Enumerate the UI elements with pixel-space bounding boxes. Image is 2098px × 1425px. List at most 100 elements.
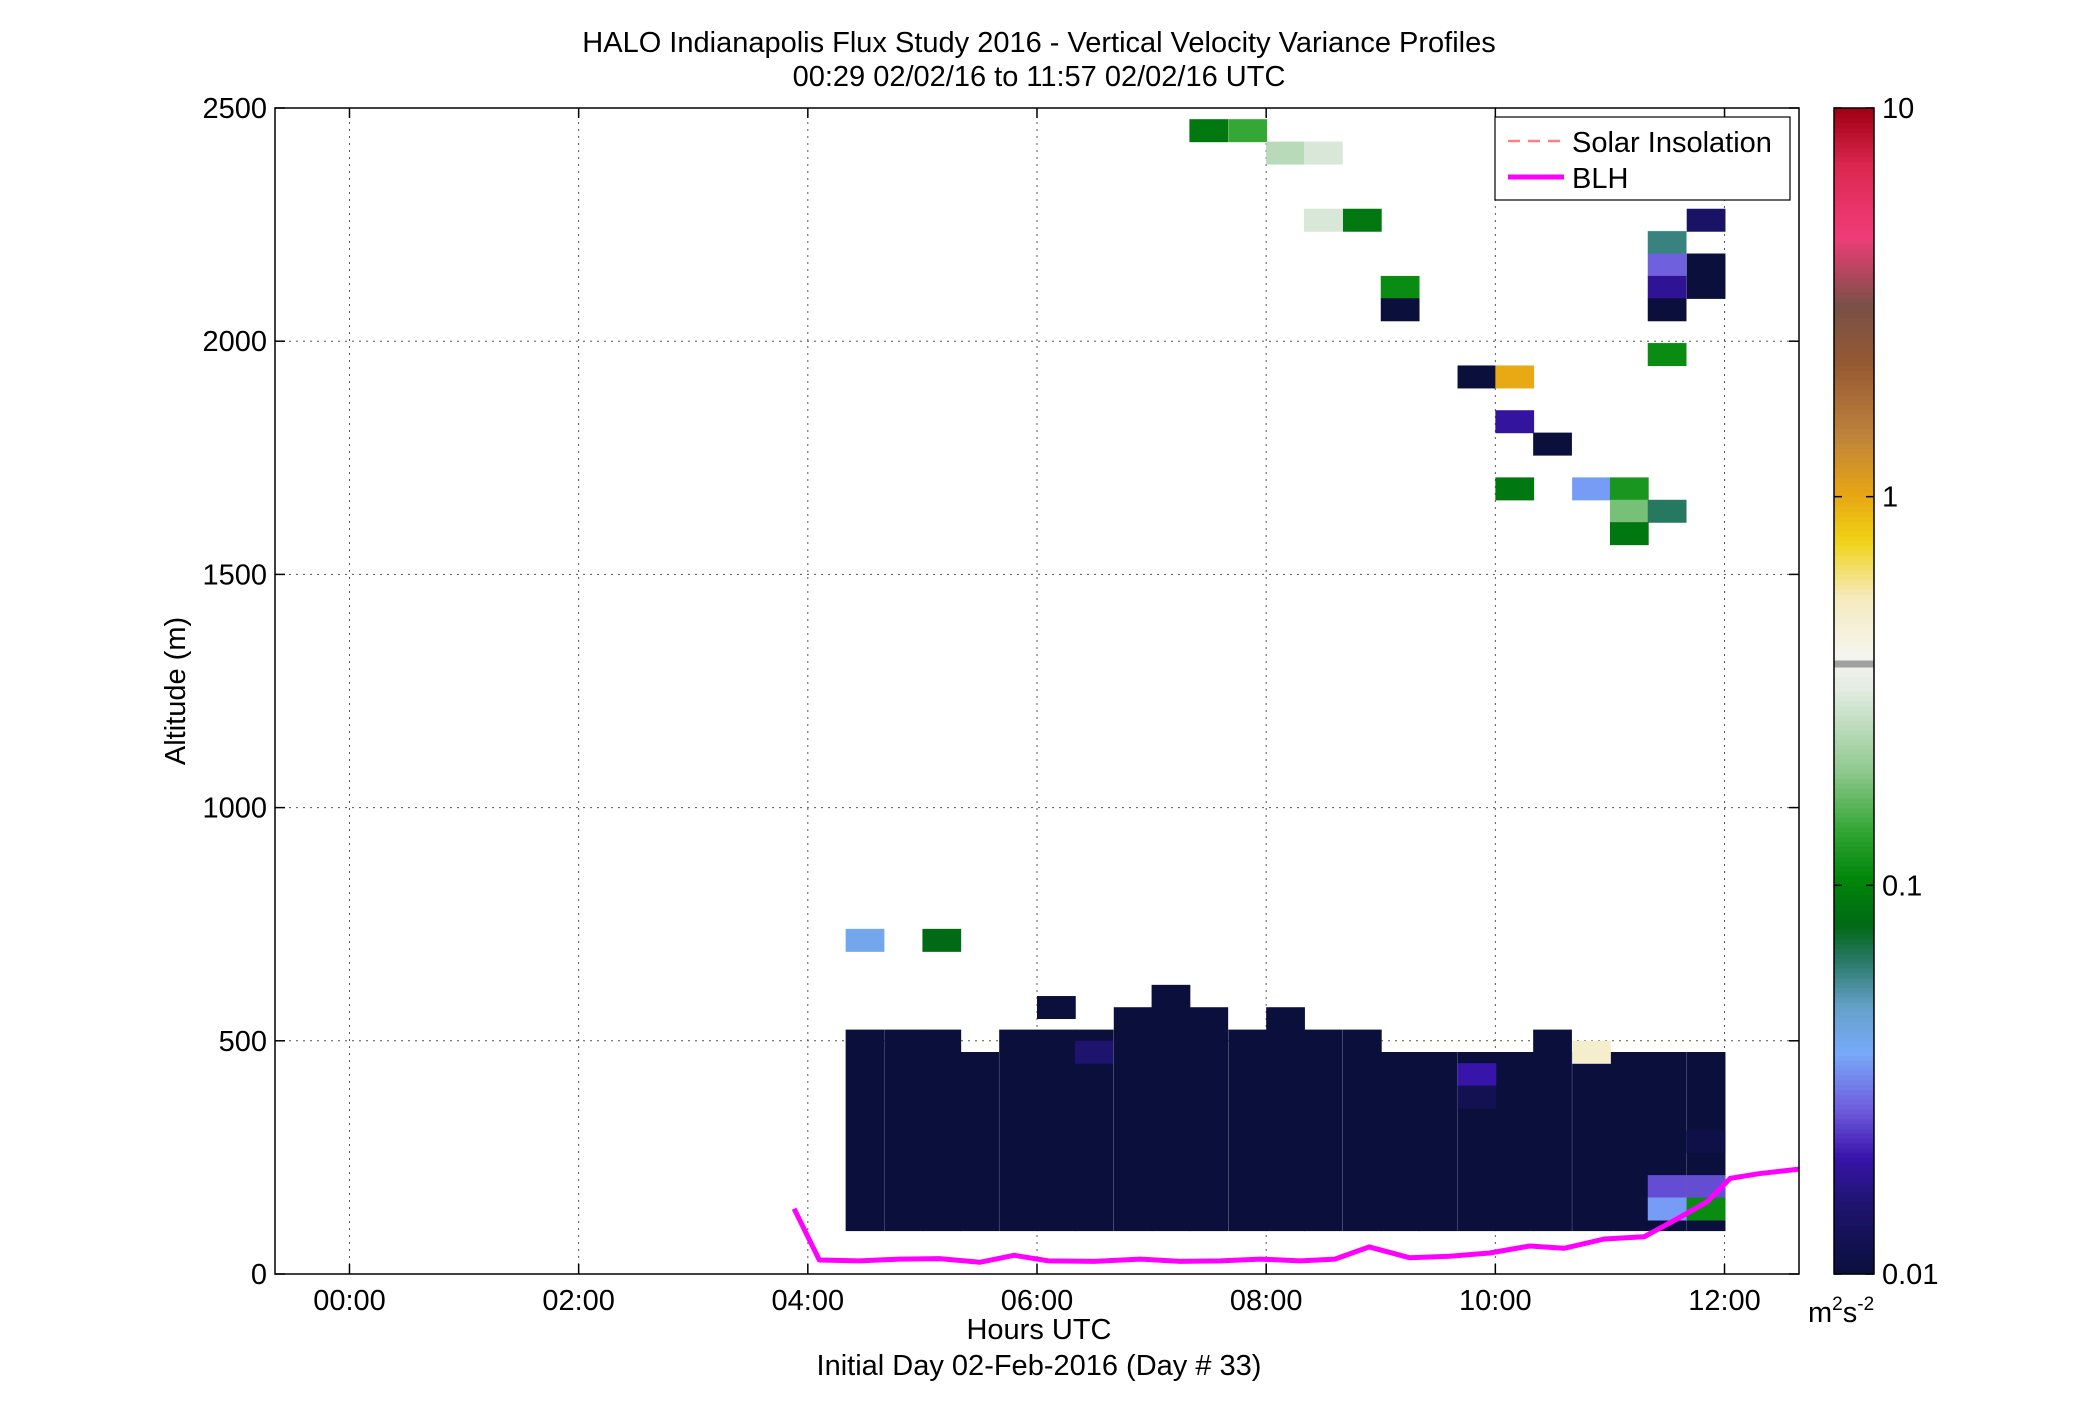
- colorbar-segment: [1834, 987, 1874, 993]
- colorbar-segment: [1834, 822, 1874, 828]
- colorbar-tick-label: 1: [1882, 482, 1898, 514]
- heatmap-cell: [1074, 1040, 1114, 1064]
- heatmap-column: [1037, 1029, 1076, 1232]
- colorbar-segment: [1834, 1162, 1874, 1168]
- heatmap-column: [1189, 1007, 1229, 1232]
- x-tick-label: 08:00: [1230, 1285, 1303, 1317]
- colorbar-segment: [1834, 195, 1874, 201]
- colorbar-segment: [1834, 423, 1874, 430]
- colorbar-tick-label: 0.01: [1882, 1259, 1938, 1291]
- colorbar-segment: [1834, 433, 1874, 439]
- chart-title: HALO Indianapolis Flux Study 2016 - Vert…: [582, 27, 1495, 59]
- colorbar-segment: [1834, 384, 1874, 391]
- colorbar-segment: [1834, 438, 1874, 444]
- colorbar-segment: [1834, 1205, 1874, 1212]
- colorbar-segment: [1834, 156, 1874, 163]
- colorbar-segment: [1834, 1191, 1874, 1197]
- colorbar-segment: [1834, 472, 1874, 478]
- colorbar-segment: [1834, 287, 1874, 294]
- heatmap-cell: [1572, 1040, 1611, 1064]
- heatmap-cell: [1686, 1197, 1726, 1221]
- colorbar-segment: [1834, 1084, 1874, 1090]
- colorbar-segment: [1834, 292, 1874, 299]
- colorbar-segment: [1834, 1220, 1874, 1227]
- colorbar-segment: [1834, 1254, 1874, 1261]
- heatmap-cell: [1686, 208, 1726, 232]
- colorbar-segment: [1834, 1147, 1874, 1154]
- colorbar-segment: [1834, 788, 1874, 794]
- y-tick-label: 1500: [202, 559, 267, 591]
- colorbar-segment: [1834, 142, 1874, 148]
- colorbar-segment: [1834, 462, 1874, 469]
- colorbar-segment: [1834, 676, 1874, 682]
- heatmap-cell: [1686, 1130, 1726, 1154]
- x-axis-label-initial-day: Initial Day 02-Feb-2016 (Day # 33): [817, 1350, 1262, 1382]
- colorbar-segment: [1834, 1118, 1874, 1124]
- colorbar-segment: [1834, 700, 1874, 707]
- heatmap-cells: [845, 119, 1726, 1232]
- colorbar-segment: [1834, 1259, 1874, 1265]
- colorbar-segment: [1834, 1133, 1874, 1139]
- colorbar-segment: [1834, 117, 1874, 124]
- colorbar-segment: [1834, 977, 1874, 984]
- heatmap-column: [922, 1029, 962, 1232]
- colorbar-segment: [1834, 856, 1874, 862]
- colorbar-segment: [1834, 627, 1874, 634]
- heatmap-cell: [1647, 275, 1687, 299]
- heatmap-cell: [1342, 208, 1382, 232]
- colorbar-segment: [1834, 958, 1874, 964]
- colorbar-segment: [1834, 1230, 1874, 1236]
- x-tick-label: 10:00: [1459, 1285, 1532, 1317]
- heatmap-cell: [1609, 499, 1649, 523]
- heatmap-cell: [1380, 275, 1420, 299]
- colorbar-segment: [1834, 584, 1874, 590]
- colorbar-segment: [1834, 258, 1874, 265]
- heatmap-cell: [1037, 996, 1076, 1020]
- colorbar-segment: [1834, 312, 1874, 318]
- colorbar-segment: [1834, 1103, 1874, 1110]
- colorbar-segment: [1834, 355, 1874, 362]
- colorbar-segment: [1834, 545, 1874, 551]
- heatmap-cell: [1457, 1085, 1497, 1109]
- colorbar-segment: [1834, 895, 1874, 901]
- colorbar-segment: [1834, 482, 1874, 488]
- colorbar-segment: [1834, 569, 1874, 575]
- colorbar-segment: [1834, 1113, 1874, 1120]
- colorbar-frame: [1833, 107, 1875, 1275]
- colorbar-segment: [1834, 365, 1874, 371]
- colorbar-segment: [1834, 253, 1874, 260]
- colorbar-segment: [1834, 725, 1874, 731]
- colorbar-segment: [1834, 695, 1874, 702]
- colorbar-segment: [1834, 1181, 1874, 1188]
- colorbar-segment: [1834, 827, 1874, 833]
- colorbar-segment: [1834, 885, 1874, 891]
- colorbar-marker: [1834, 660, 1874, 668]
- y-tick-label: 2000: [202, 326, 267, 358]
- colorbar-segment: [1834, 715, 1874, 721]
- y-tick-label: 500: [219, 1026, 267, 1058]
- colorbar-segment: [1834, 282, 1874, 289]
- colorbar-segment: [1834, 1079, 1874, 1086]
- colorbar-segment: [1834, 127, 1874, 133]
- colorbar-segment: [1834, 1171, 1874, 1178]
- colorbar-segment: [1834, 316, 1874, 323]
- colorbar-segment: [1834, 234, 1874, 240]
- heatmap-cell: [1495, 410, 1535, 434]
- colorbar-segment: [1834, 1031, 1874, 1037]
- colorbar-segment: [1834, 146, 1874, 153]
- colorbar-segment: [1834, 278, 1874, 284]
- colorbar-segment: [1834, 1244, 1874, 1251]
- colorbar-segment: [1834, 477, 1874, 483]
- heatmap-cell: [1609, 522, 1649, 546]
- colorbar-segment: [1834, 1215, 1874, 1222]
- colorbar-segment: [1834, 836, 1874, 843]
- colorbar-segment: [1834, 1201, 1874, 1207]
- colorbar-segment: [1834, 1152, 1874, 1158]
- colorbar-segment: [1834, 642, 1874, 648]
- heatmap-column: [845, 1029, 885, 1232]
- colorbar-segment: [1834, 1094, 1874, 1100]
- colorbar-segment: [1834, 161, 1874, 167]
- colorbar-segment: [1834, 525, 1874, 532]
- colorbar-segment: [1834, 511, 1874, 517]
- colorbar-segment: [1834, 414, 1874, 420]
